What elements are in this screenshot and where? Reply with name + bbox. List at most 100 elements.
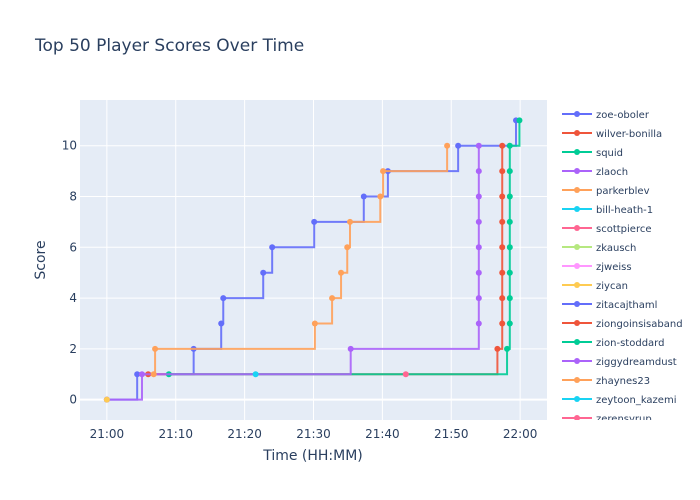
data-point[interactable]: [444, 142, 451, 149]
legend-label: zion-stoddard: [596, 338, 664, 349]
x-tick-label: 21:10: [158, 427, 193, 441]
legend-marker-icon: [574, 377, 580, 383]
data-point[interactable]: [347, 345, 354, 352]
data-point[interactable]: [380, 168, 387, 175]
y-axis-title: Score: [33, 240, 49, 279]
data-point[interactable]: [475, 218, 482, 225]
y-tick-label: 2: [69, 342, 77, 356]
data-point[interactable]: [377, 193, 384, 200]
legend: zoe-oboler wilver-bonilla squid zlaoch parke…: [562, 110, 683, 425]
legend-marker-icon: [574, 168, 580, 174]
data-point[interactable]: [506, 218, 513, 225]
data-point[interactable]: [329, 295, 336, 302]
x-tick-label: 21:50: [434, 427, 469, 441]
data-point[interactable]: [499, 218, 506, 225]
data-point[interactable]: [138, 371, 145, 378]
legend-item-zjweiss[interactable]: zjweiss: [562, 262, 632, 273]
data-point[interactable]: [402, 371, 409, 378]
data-point[interactable]: [506, 269, 513, 276]
data-point[interactable]: [475, 142, 482, 149]
y-tick-label: 4: [69, 291, 77, 305]
data-point[interactable]: [475, 168, 482, 175]
data-point[interactable]: [260, 269, 267, 276]
data-point[interactable]: [494, 345, 501, 352]
legend-item-ziycan[interactable]: ziycan: [562, 281, 628, 292]
data-point[interactable]: [220, 295, 227, 302]
data-point[interactable]: [152, 345, 159, 352]
legend-item-zoe-oboler[interactable]: zoe-oboler: [562, 110, 650, 121]
trace-scottpierce: [402, 371, 409, 378]
data-point[interactable]: [134, 371, 141, 378]
legend-marker-icon: [574, 282, 580, 288]
legend-item-scottpierce[interactable]: scottpierce: [562, 224, 652, 235]
data-point[interactable]: [475, 320, 482, 327]
data-point[interactable]: [506, 193, 513, 200]
data-point[interactable]: [150, 371, 157, 378]
data-point[interactable]: [499, 193, 506, 200]
legend-label: zkausch: [596, 243, 636, 254]
data-point[interactable]: [506, 295, 513, 302]
data-point[interactable]: [516, 117, 523, 124]
legend-label: zlaoch: [596, 167, 628, 178]
trace-parkerblev: [150, 142, 451, 378]
legend-item-zkausch[interactable]: zkausch: [562, 243, 636, 254]
data-point[interactable]: [506, 320, 513, 327]
legend-item-zitacajthaml[interactable]: zitacajthaml: [562, 300, 657, 311]
data-point[interactable]: [499, 295, 506, 302]
data-point[interactable]: [475, 295, 482, 302]
trace-bill-heath-1: [252, 371, 259, 378]
legend-label: ziycan: [596, 281, 628, 292]
data-point[interactable]: [311, 218, 318, 225]
legend-item-wilver-bonilla[interactable]: wilver-bonilla: [562, 129, 662, 140]
legend-item-parkerblev[interactable]: parkerblev: [562, 186, 650, 197]
data-point[interactable]: [218, 320, 225, 327]
legend-marker-icon: [574, 415, 580, 420]
legend-item-bill-heath-1[interactable]: bill-heath-1: [562, 205, 653, 216]
legend-item-zhaynes23[interactable]: zhaynes23: [562, 376, 650, 387]
y-tick-label: 8: [69, 190, 77, 204]
data-point[interactable]: [506, 168, 513, 175]
data-point[interactable]: [347, 218, 354, 225]
data-point[interactable]: [499, 269, 506, 276]
data-point[interactable]: [455, 142, 462, 149]
data-point[interactable]: [344, 244, 351, 251]
legend-marker-icon: [574, 149, 580, 155]
data-point[interactable]: [506, 142, 513, 149]
trace-zlaoch: [103, 142, 482, 403]
legend-label: parkerblev: [596, 186, 650, 197]
y-tick-label: 0: [69, 393, 77, 407]
legend-item-ziongoinsisaband[interactable]: ziongoinsisaband: [562, 319, 683, 330]
legend-label: zitacajthaml: [596, 300, 657, 311]
data-point[interactable]: [103, 396, 110, 403]
legend-marker-icon: [574, 339, 580, 345]
data-point[interactable]: [269, 244, 276, 251]
data-point[interactable]: [499, 168, 506, 175]
legend-item-zerensyrup[interactable]: zerensyrup: [562, 414, 652, 425]
data-point[interactable]: [311, 320, 318, 327]
legend-item-zlaoch[interactable]: zlaoch: [562, 167, 628, 178]
legend-item-ziggydreamdust[interactable]: ziggydreamdust: [562, 357, 677, 368]
data-point[interactable]: [499, 142, 506, 149]
data-point[interactable]: [338, 269, 345, 276]
legend-marker-icon: [574, 206, 580, 212]
data-point[interactable]: [475, 244, 482, 251]
data-point[interactable]: [252, 371, 259, 378]
legend-label: zeytoon_kazemi: [596, 395, 676, 406]
data-point[interactable]: [504, 345, 511, 352]
data-point[interactable]: [506, 244, 513, 251]
legend-item-zeytoon_kazemi[interactable]: zeytoon_kazemi: [562, 395, 676, 406]
data-point[interactable]: [360, 193, 367, 200]
data-point[interactable]: [475, 193, 482, 200]
legend-label: zhaynes23: [596, 376, 650, 387]
legend-item-zion-stoddard[interactable]: zion-stoddard: [562, 338, 664, 349]
x-axis-title: Time (HH:MM): [262, 448, 363, 464]
data-point[interactable]: [499, 320, 506, 327]
x-tick-label: 21:30: [296, 427, 331, 441]
legend-item-squid[interactable]: squid: [562, 148, 623, 159]
trace-wilver-bonilla: [145, 142, 506, 378]
trace-ziycan: [103, 396, 110, 403]
x-tick-label: 21:40: [365, 427, 400, 441]
data-point[interactable]: [475, 269, 482, 276]
data-point[interactable]: [499, 244, 506, 251]
